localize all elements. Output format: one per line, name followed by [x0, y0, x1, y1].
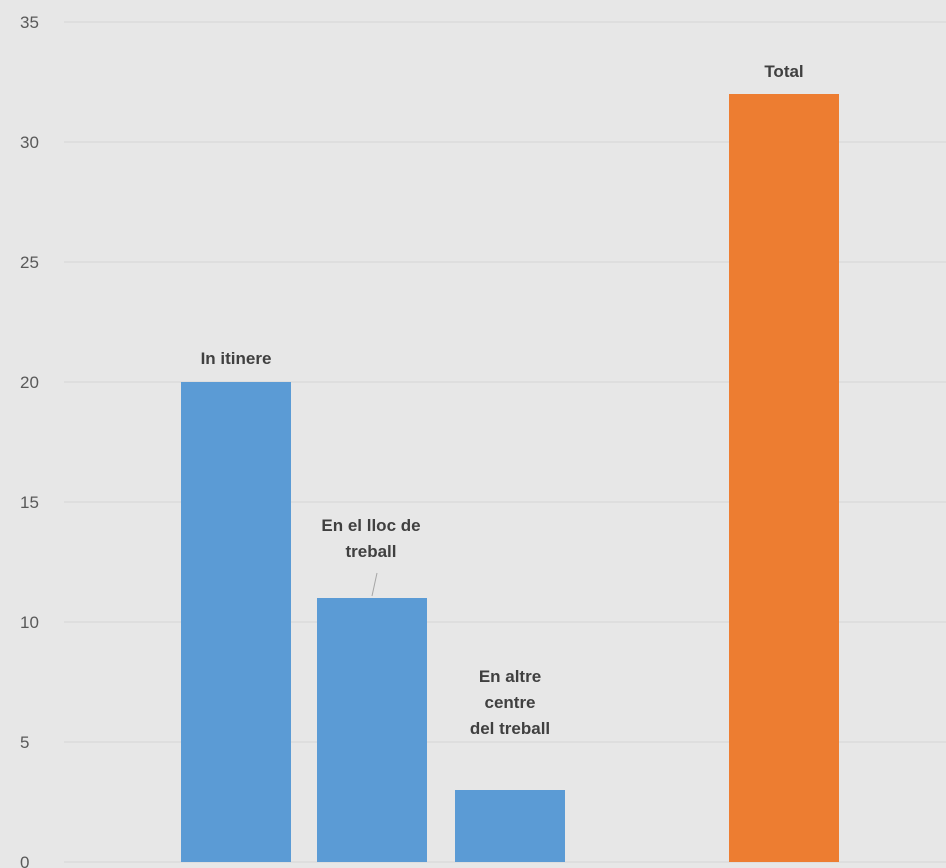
data-label-2: En el lloc de treball	[321, 516, 420, 561]
y-tick-label: 25	[20, 253, 39, 272]
bar-4	[729, 94, 839, 862]
data-labels: In itinere En el lloc de treball En altre ce…	[201, 62, 804, 738]
data-label-1: In itinere	[201, 349, 272, 368]
data-label-3: En altre centre del treball	[470, 667, 550, 738]
y-tick-label: 5	[20, 733, 29, 752]
y-tick-label: 10	[20, 613, 39, 632]
y-tick-label: 15	[20, 493, 39, 512]
y-tick-label: 0	[20, 853, 29, 868]
y-tick-label: 35	[20, 13, 39, 32]
bar-3	[455, 790, 565, 862]
bars	[181, 94, 839, 862]
y-tick-label: 30	[20, 133, 39, 152]
y-axis-ticks: 0 5 10 15 20 25 30 35	[20, 13, 39, 868]
data-label-4: Total	[764, 62, 803, 81]
leader-line	[371, 572, 378, 597]
bar-1	[181, 382, 291, 862]
y-tick-label: 20	[20, 373, 39, 392]
bar-2	[317, 598, 427, 862]
